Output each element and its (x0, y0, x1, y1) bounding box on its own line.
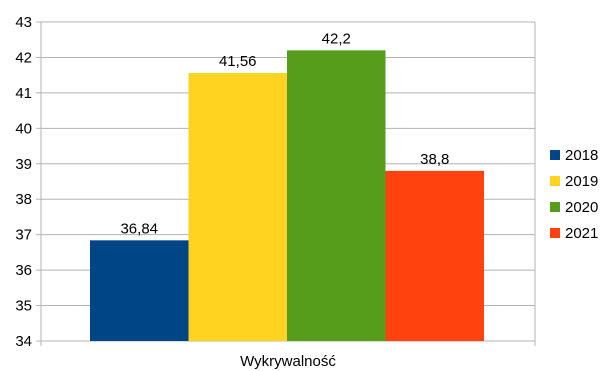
data-label-2021: 38,8 (420, 151, 449, 168)
data-label-2019: 41,56 (219, 53, 257, 70)
axes (40, 22, 536, 346)
legend-label-2018: 2018 (565, 147, 598, 164)
legend-swatch-2019 (550, 176, 560, 186)
y-axis-ticks: 34 35 36 37 38 39 40 41 42 43 (15, 14, 41, 350)
y-tick-label: 34 (15, 333, 32, 350)
bar-2021 (385, 170, 484, 341)
bars (90, 50, 484, 341)
legend-label-2021: 2021 (565, 225, 598, 242)
y-tick-label: 40 (15, 120, 32, 137)
legend-swatch-2021 (550, 228, 560, 238)
y-tick-label: 43 (15, 14, 32, 31)
legend: 2018 2019 2020 2021 (550, 147, 598, 242)
category-label: Wykrywalność (240, 353, 336, 370)
bar-2019 (188, 73, 287, 341)
y-tick-label: 42 (15, 49, 32, 66)
legend-label-2020: 2020 (565, 199, 598, 216)
y-tick-label: 37 (15, 227, 32, 244)
y-tick-label: 35 (15, 298, 32, 315)
bar-2018 (90, 240, 189, 341)
legend-label-2019: 2019 (565, 173, 598, 190)
data-label-2018: 36,84 (120, 220, 158, 237)
legend-swatch-2018 (550, 150, 560, 160)
y-tick-label: 39 (15, 156, 32, 173)
y-tick-label: 38 (15, 191, 32, 208)
data-label-2020: 42,2 (322, 30, 351, 47)
y-tick-label: 36 (15, 262, 32, 279)
data-labels: 36,84 41,56 42,2 38,8 (120, 30, 449, 237)
y-tick-label: 41 (15, 85, 32, 102)
legend-swatch-2020 (550, 202, 560, 212)
bar-2020 (287, 50, 386, 341)
